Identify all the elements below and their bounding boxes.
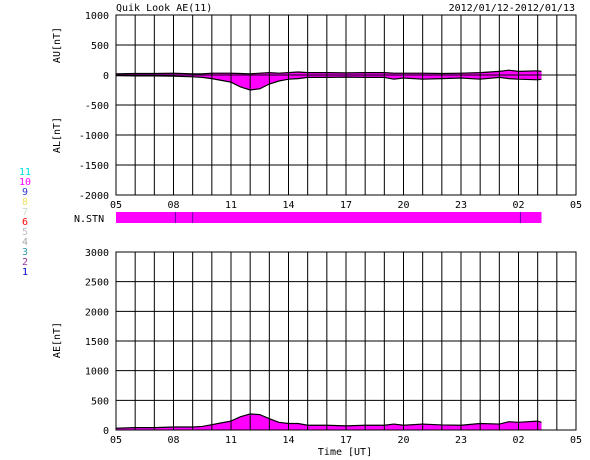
y-tick-label: 1000 — [85, 367, 109, 378]
legend-station-number: 2 — [22, 257, 28, 268]
ae-panel: 3000 2500 2000 1500 1000 500 0 AE[nT] 05 08 11 14… — [52, 248, 582, 446]
x-tick-label: 20 — [397, 435, 409, 446]
x-tick-label: 23 — [455, 435, 467, 446]
figure-title: Quik Look AE(11) — [116, 3, 212, 14]
au-al-panel: 1000 500 0 -500 -1000 -1500 -2000 AU[nT] AL[nT… — [52, 11, 582, 211]
stn-label: N.STN — [74, 214, 104, 225]
legend-station-number: 11 — [19, 167, 31, 178]
y-tick-label: 500 — [91, 41, 109, 52]
x-tick-label: 14 — [282, 200, 294, 211]
ae-series-line — [115, 413, 542, 429]
date-range: 2012/01/12-2012/01/13 — [449, 3, 575, 14]
legend-station-number: 7 — [22, 207, 28, 218]
stn-bar-row: N.STN — [74, 212, 542, 225]
x-tick-label: 02 — [512, 435, 524, 446]
y-tick-label: 0 — [103, 71, 109, 82]
legend-station-number: 9 — [22, 187, 28, 198]
x-axis-title: Time [UT] — [318, 447, 372, 458]
legend-station-number: 10 — [19, 177, 31, 188]
legend-station-number: 1 — [22, 267, 28, 278]
ae-area — [116, 413, 542, 430]
au-series-line — [115, 69, 542, 75]
y-tick-label: 2500 — [85, 278, 109, 289]
y-tick-label: 1500 — [85, 337, 109, 348]
plot-frame — [115, 251, 577, 431]
x-tick-label: 23 — [455, 200, 467, 211]
x-tick-label: 05 — [570, 200, 582, 211]
y-tick-label: -1500 — [79, 161, 109, 172]
x-tick-label: 02 — [512, 200, 524, 211]
y-tick-label: 500 — [91, 396, 109, 407]
x-tick-label: 05 — [570, 435, 582, 446]
y-tick-label: 2000 — [85, 307, 109, 318]
x-tick-label: 11 — [225, 435, 237, 446]
stn-coverage-bar — [116, 212, 542, 223]
y-tick-label: -1000 — [79, 131, 109, 142]
x-tick-label: 08 — [167, 200, 179, 211]
x-tick-label: 11 — [225, 200, 237, 211]
al-axis-label: AL[nT] — [52, 117, 63, 153]
y-tick-label: 1000 — [85, 11, 109, 22]
y-tick-label: -2000 — [79, 191, 109, 202]
legend-station-number: 4 — [22, 237, 28, 248]
y-tick-label: 0 — [103, 426, 109, 437]
legend-station-number: 5 — [22, 227, 28, 238]
y-tick-label: -500 — [85, 101, 109, 112]
x-tick-label: 05 — [110, 435, 122, 446]
legend-station-number: 3 — [22, 247, 28, 258]
x-tick-label: 20 — [397, 200, 409, 211]
plot-frame — [115, 14, 577, 196]
x-tick-label: 14 — [282, 435, 294, 446]
ae-axis-label: AE[nT] — [52, 322, 63, 358]
au-axis-label: AU[nT] — [52, 27, 63, 63]
x-tick-label: 08 — [167, 435, 179, 446]
x-tick-label: 05 — [110, 200, 122, 211]
x-tick-label: 17 — [340, 435, 352, 446]
legend-station-number: 8 — [22, 197, 28, 208]
x-tick-label: 17 — [340, 200, 352, 211]
legend-station-number: 6 — [22, 217, 28, 228]
al-series-line — [115, 75, 542, 91]
y-tick-label: 3000 — [85, 248, 109, 259]
